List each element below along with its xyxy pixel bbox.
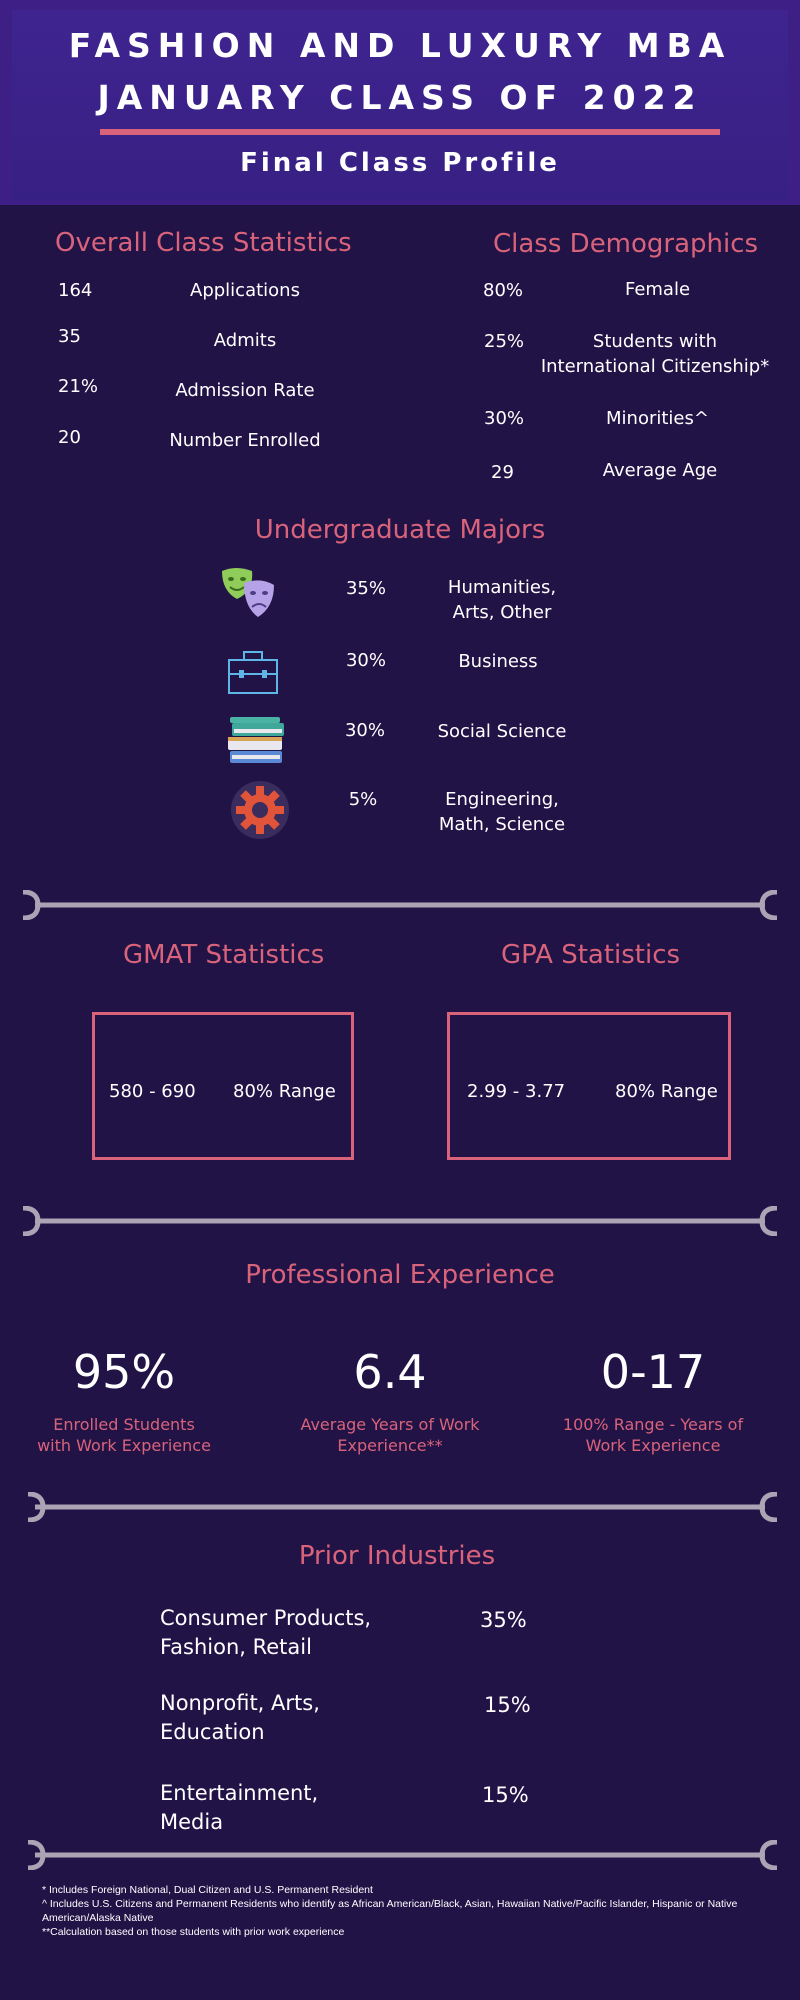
gmat-range-value: 580 - 690 — [109, 1081, 196, 1102]
gear-icon — [230, 780, 290, 840]
major-percent: 35% — [345, 578, 386, 599]
industry-label-line2: Education — [160, 1720, 265, 1744]
industries-heading: Prior Industries — [298, 1541, 496, 1571]
briefcase-icon — [227, 650, 279, 695]
page-title-line2: JANUARY CLASS OF 2022 — [97, 78, 703, 117]
industry-percent: 15% — [482, 1783, 529, 1807]
section-divider — [20, 1205, 780, 1237]
overall-stat-value: 20 — [58, 427, 81, 448]
industry-percent: 35% — [480, 1608, 527, 1632]
experience-label-line2: Work Experience — [585, 1436, 721, 1455]
experience-heading: Professional Experience — [245, 1260, 555, 1290]
gpa-heading: GPA Statistics — [501, 940, 681, 970]
overall-stats-heading: Overall Class Statistics — [55, 228, 352, 258]
major-percent: 30% — [345, 650, 386, 671]
section-divider — [20, 1491, 780, 1523]
gpa-box — [447, 1012, 731, 1160]
major-label-line1: Humanities, — [447, 577, 557, 598]
experience-value: 0-17 — [600, 1345, 706, 1399]
major-percent: 5% — [348, 789, 378, 810]
overall-stat-value: 21% — [58, 376, 99, 397]
major-label: Business — [458, 651, 538, 672]
overall-stat-label: Number Enrolled — [169, 430, 321, 451]
gpa-range-value: 2.99 - 3.77 — [467, 1081, 566, 1102]
gpa-range-label: 80% Range — [615, 1081, 718, 1102]
experience-label-line1: Average Years of Work — [300, 1415, 480, 1434]
theater-masks-icon — [220, 567, 280, 625]
gmat-range-label: 80% Range — [233, 1081, 336, 1102]
page-title-line1: FASHION AND LUXURY MBA — [68, 26, 732, 65]
demographic-label: Female — [624, 279, 691, 300]
footnote: * Includes Foreign National, Dual Citize… — [42, 1884, 373, 1896]
demographic-label-line2: International Citizenship* — [540, 356, 770, 377]
industry-label-line1: Entertainment, — [160, 1781, 319, 1805]
footnote: ^ Includes U.S. Citizens and Permanent R… — [42, 1898, 738, 1924]
books-icon — [226, 715, 288, 765]
demographic-value: 80% — [483, 280, 524, 301]
overall-stat-value: 35 — [58, 326, 81, 347]
industry-label-line2: Fashion, Retail — [160, 1635, 312, 1659]
experience-label-line1: Enrolled Students — [53, 1415, 195, 1434]
industry-label-line1: Consumer Products, — [160, 1606, 372, 1630]
majors-heading: Undergraduate Majors — [254, 515, 546, 545]
experience-value: 6.4 — [353, 1345, 427, 1399]
overall-stat-label: Admission Rate — [175, 380, 315, 401]
overall-stat-label: Admits — [213, 330, 277, 351]
experience-label-line1: 100% Range - Years of — [562, 1415, 744, 1434]
demographic-value: 30% — [484, 408, 525, 429]
footnote: **Calculation based on those students wi… — [42, 1926, 345, 1938]
major-label: Social Science — [437, 721, 567, 742]
title-underline — [100, 129, 720, 135]
header-panel — [12, 10, 788, 200]
gmat-box — [92, 1012, 354, 1160]
major-percent: 30% — [344, 720, 385, 741]
industry-percent: 15% — [484, 1693, 531, 1717]
demographic-label: Average Age — [602, 460, 718, 481]
experience-value: 95% — [72, 1345, 176, 1399]
page-subtitle: Final Class Profile — [240, 148, 560, 178]
section-divider — [20, 889, 780, 921]
overall-stat-label: Applications — [190, 280, 300, 301]
demographics-heading: Class Demographics — [493, 229, 759, 259]
demographic-value: 29 — [491, 462, 514, 483]
demographic-label: Minorities^ — [606, 408, 709, 429]
section-divider — [20, 1839, 780, 1871]
major-label-line1: Engineering, — [445, 789, 559, 810]
major-label-line2: Math, Science — [438, 814, 566, 835]
overall-stat-value: 164 — [58, 280, 93, 301]
experience-label-line2: Experience** — [337, 1436, 443, 1455]
experience-label-line2: with Work Experience — [37, 1436, 211, 1455]
industry-label-line1: Nonprofit, Arts, — [160, 1691, 320, 1715]
major-label-line2: Arts, Other — [452, 602, 552, 623]
industry-label-line2: Media — [160, 1810, 224, 1834]
gmat-heading: GMAT Statistics — [123, 940, 325, 970]
demographic-value: 25% — [484, 331, 525, 352]
demographic-label-line1: Students with — [592, 331, 718, 352]
